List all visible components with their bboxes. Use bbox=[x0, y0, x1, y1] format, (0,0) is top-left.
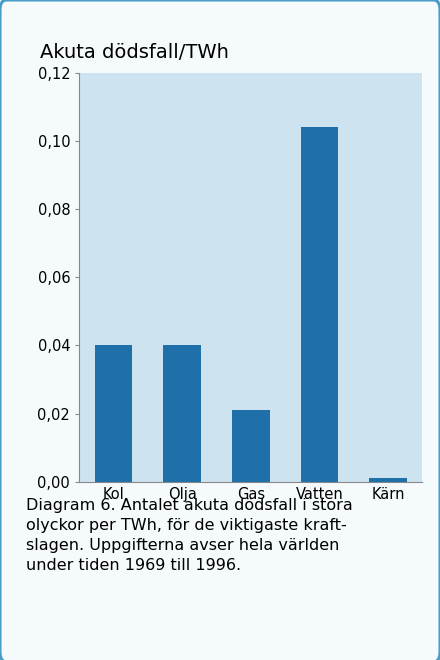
Bar bbox=[301, 127, 338, 482]
Text: Diagram 6. Antalet akuta dödsfall i stora
olyckor per TWh, för de viktigaste kra: Diagram 6. Antalet akuta dödsfall i stor… bbox=[26, 498, 353, 573]
Text: Akuta dödsfall/TWh: Akuta dödsfall/TWh bbox=[40, 43, 228, 62]
Bar bbox=[95, 345, 132, 482]
Bar bbox=[163, 345, 201, 482]
Bar bbox=[232, 410, 270, 482]
Bar bbox=[369, 478, 407, 482]
